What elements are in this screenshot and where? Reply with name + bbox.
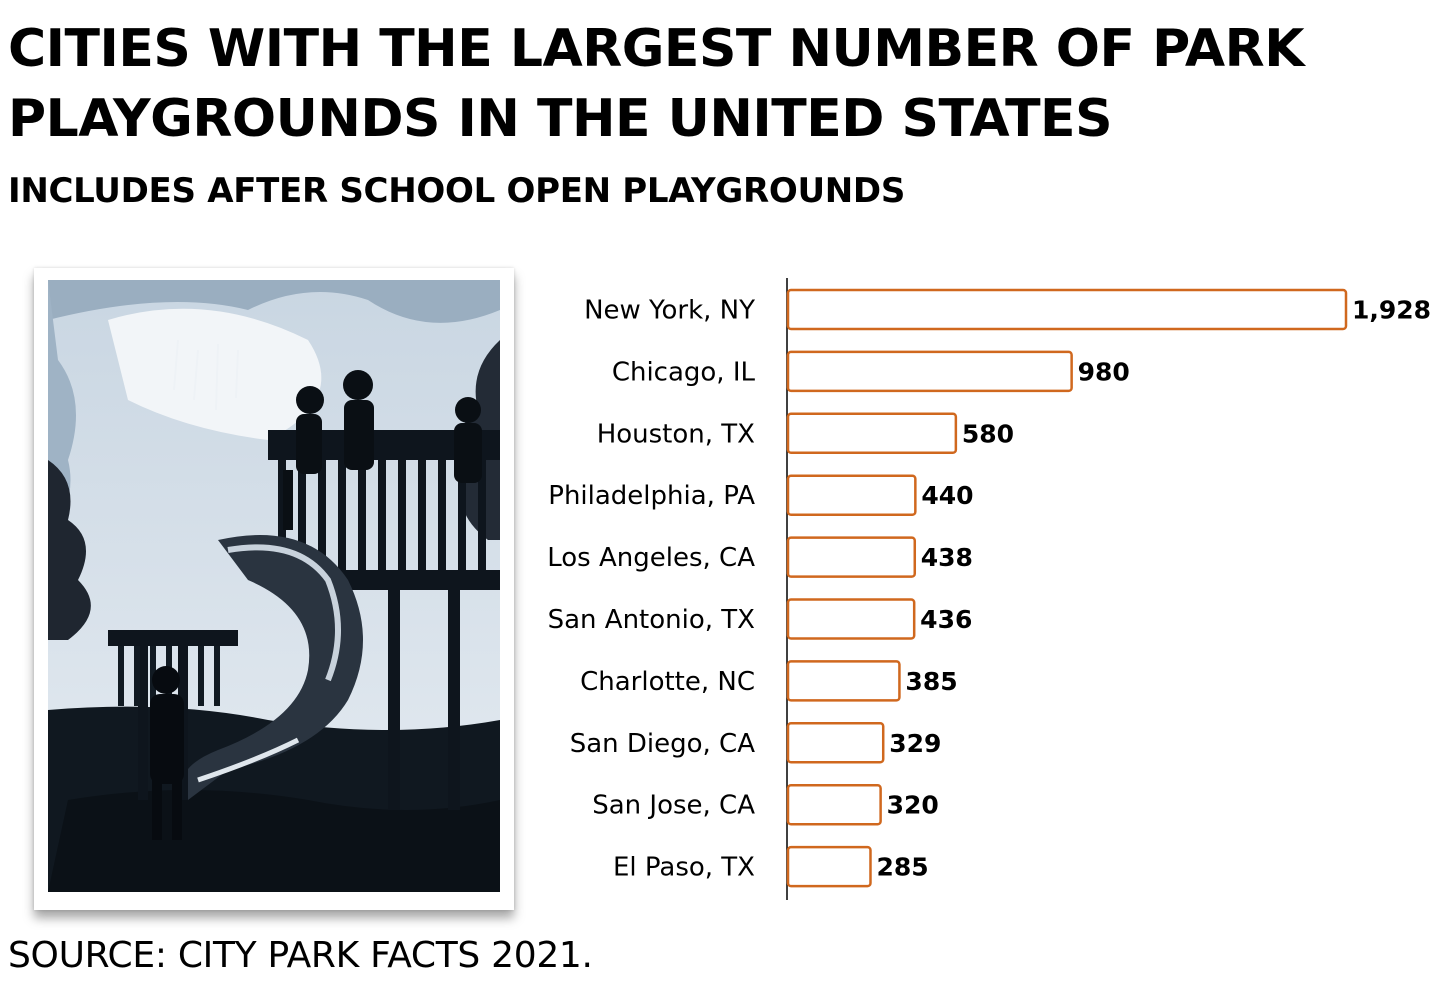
value-label: 436 xyxy=(920,605,972,634)
bar xyxy=(786,536,917,578)
bar xyxy=(786,598,916,640)
bar xyxy=(786,722,885,764)
chart-title: CITIES WITH THE LARGEST NUMBER OF PARK P… xyxy=(8,19,1305,149)
category-label: New York, NY xyxy=(584,296,755,326)
category-label: Houston, TX xyxy=(597,419,755,449)
bar xyxy=(786,845,872,888)
category-label: El Paso, TX xyxy=(613,853,755,883)
bar xyxy=(786,350,1073,393)
bars-layer: New York, NY 1,928 Chicago, IL 980 Houston, … xyxy=(547,288,1431,888)
value-label: 285 xyxy=(876,853,928,882)
category-label: Los Angeles, CA xyxy=(547,543,755,573)
bar xyxy=(786,783,882,826)
value-label: 320 xyxy=(887,791,939,820)
bar xyxy=(786,474,917,516)
value-label: 580 xyxy=(962,419,1014,448)
chart-subtitle: INCLUDES AFTER SCHOOL OPEN PLAYGROUNDS xyxy=(8,171,906,211)
bar xyxy=(786,288,1348,331)
category-label: Charlotte, NC xyxy=(580,667,755,697)
value-label: 440 xyxy=(921,481,973,510)
bar xyxy=(786,660,901,702)
source-note: SOURCE: CITY PARK FACTS 2021. xyxy=(8,935,593,976)
value-label: 980 xyxy=(1078,357,1130,386)
value-label: 385 xyxy=(905,667,957,696)
category-label: San Diego, CA xyxy=(570,729,756,759)
category-label: San Jose, CA xyxy=(592,791,755,821)
value-label: 438 xyxy=(921,543,973,572)
value-label: 329 xyxy=(889,729,941,758)
bar-chart: New York, NY 1,928 Chicago, IL 980 Houston, … xyxy=(547,278,1431,900)
playground-illustration xyxy=(48,280,500,892)
category-label: Chicago, IL xyxy=(612,357,756,387)
playground-photo xyxy=(34,268,514,910)
bar xyxy=(786,412,958,455)
category-label: San Antonio, TX xyxy=(548,605,755,635)
category-label: Philadelphia, PA xyxy=(548,481,755,511)
value-label: 1,928 xyxy=(1352,296,1431,325)
